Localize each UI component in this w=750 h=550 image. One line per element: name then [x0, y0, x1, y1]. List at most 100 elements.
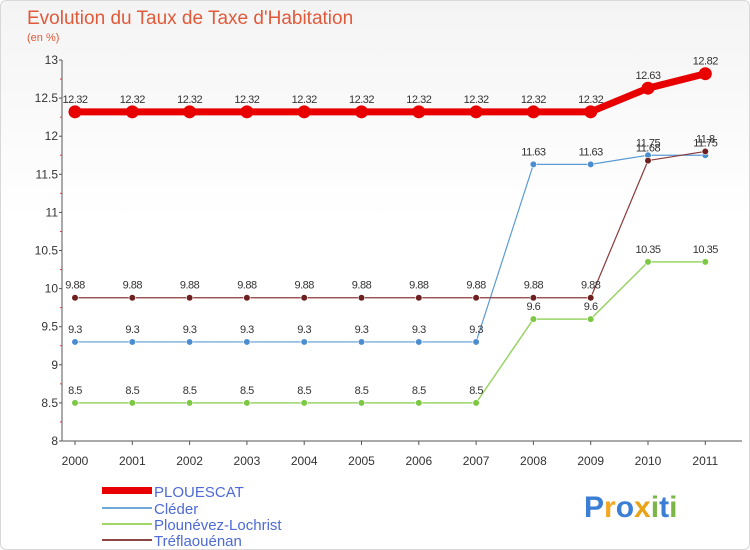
data-label: 12.32: [349, 94, 374, 106]
data-point: [357, 294, 366, 302]
x-tick-label: 2008: [520, 454, 547, 468]
series-line: [75, 150, 706, 299]
y-tick-label: 11.5: [36, 167, 59, 181]
data-point: [300, 294, 308, 302]
x-tick-label: 2001: [119, 454, 146, 468]
data-label: 11.63: [521, 146, 546, 158]
data-point: [128, 399, 136, 407]
x-tick-label: 2000: [62, 454, 89, 468]
data-label: 9.3: [412, 324, 426, 336]
data-label: 12.32: [62, 94, 87, 106]
series-cl-der: [71, 151, 709, 346]
legend-label: PLOUESCAT: [154, 484, 244, 501]
data-point: [128, 294, 136, 302]
data-label: 8.5: [68, 385, 82, 397]
data-label: 9.88: [123, 280, 143, 292]
data-point: [587, 294, 595, 302]
data-label: 8.5: [355, 385, 369, 397]
data-label: 12.32: [177, 94, 202, 106]
data-label: 11.75: [636, 137, 661, 149]
data-point: [300, 399, 308, 407]
data-label: 9.88: [237, 280, 257, 292]
data-point: [641, 81, 655, 95]
y-axis-label: (en %): [27, 32, 59, 44]
data-point: [526, 105, 540, 119]
x-tick-label: 2002: [176, 454, 203, 468]
data-point: [644, 258, 652, 266]
data-label: 9.3: [240, 324, 254, 336]
data-point: [412, 105, 426, 119]
data-point: [186, 399, 194, 407]
data-label: 9.3: [355, 324, 369, 336]
legend-label: Cléder: [154, 501, 198, 518]
data-point: [472, 399, 480, 407]
data-point: [644, 156, 652, 165]
data-label: 9.3: [183, 324, 197, 336]
chart-title: Evolution du Taux de Taxe d'Habitation: [27, 8, 353, 29]
y-tick-label: 8.5: [41, 396, 58, 410]
y-tick-label: 8: [51, 434, 58, 448]
axes: 8 8.5 9 9.5 10 10.5 11 11.5 12 12.5 13 2000 2001 2002…: [35, 53, 742, 468]
series-line: [75, 261, 706, 404]
data-point: [701, 258, 709, 266]
x-tick-label: 2006: [405, 454, 432, 468]
data-label: 10.35: [693, 244, 718, 256]
data-label: 11.75: [693, 137, 718, 149]
series-layer: [68, 67, 712, 407]
y-tick-label: 11: [46, 205, 59, 219]
x-tick-label: 2005: [348, 454, 375, 468]
data-point: [415, 338, 423, 346]
data-label: 9.3: [68, 324, 82, 336]
series-plouescat: [68, 67, 712, 119]
data-label: 12.32: [406, 94, 431, 106]
data-label: 9.88: [352, 280, 372, 292]
data-point: [357, 338, 366, 346]
data-label: 8.5: [125, 385, 139, 397]
data-label: 8.5: [412, 385, 426, 397]
x-tick-label: 2007: [463, 454, 490, 468]
data-point: [68, 105, 82, 119]
data-point: [587, 160, 595, 168]
data-point: [71, 338, 79, 346]
data-point: [584, 105, 598, 119]
data-point: [243, 338, 251, 346]
data-point: [355, 105, 368, 119]
y-tick-label: 10: [45, 282, 59, 296]
data-point: [698, 67, 712, 81]
data-label: 11.68: [636, 143, 661, 155]
data-label: 9.3: [125, 324, 139, 336]
data-label: 12.32: [464, 94, 489, 106]
data-label: 12.32: [234, 94, 259, 106]
legend-label: Tréflaouénan: [154, 533, 242, 550]
data-point: [128, 338, 136, 346]
data-point: [71, 399, 79, 407]
data-point: [529, 294, 538, 302]
series-line: [75, 70, 707, 116]
data-label: 8.5: [240, 385, 254, 397]
data-label: 9.88: [409, 280, 429, 292]
series-line: [75, 154, 706, 343]
data-label: 8.5: [183, 385, 197, 397]
data-point: [415, 399, 423, 407]
data-label: 9.88: [294, 280, 314, 292]
legend-label: Plounévez-Lochrist: [154, 517, 282, 534]
data-point: [243, 294, 251, 302]
data-label: 9.88: [65, 280, 85, 292]
data-label: 9.88: [466, 280, 486, 292]
x-tick-label: 2004: [291, 454, 318, 468]
data-point: [529, 160, 538, 168]
data-label: 8.5: [297, 385, 311, 397]
data-label: 9.6: [527, 301, 541, 313]
data-point: [297, 105, 311, 119]
data-point: [186, 294, 194, 302]
data-point: [472, 294, 480, 302]
y-tick-label: 13: [45, 53, 59, 67]
data-point: [240, 105, 254, 119]
data-label: 12.82: [693, 56, 718, 68]
data-label: 9.3: [297, 324, 311, 336]
data-labels: 8.5 8.5 8.5 8.5 8.5 8.5 8.5 8.5 9.6 9.6 10.35 10.35…: [62, 56, 718, 397]
data-label: 12.32: [578, 94, 603, 106]
proxiti-logo: Proxiti: [584, 491, 677, 524]
